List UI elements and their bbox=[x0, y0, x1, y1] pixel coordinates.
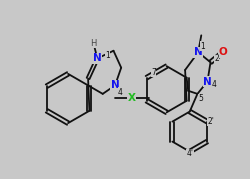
Text: X: X bbox=[128, 93, 136, 103]
Text: 4: 4 bbox=[211, 80, 216, 89]
Text: N: N bbox=[203, 77, 212, 86]
Text: N: N bbox=[111, 80, 120, 90]
Text: N: N bbox=[93, 54, 102, 63]
Text: 5: 5 bbox=[199, 94, 204, 103]
Text: 2': 2' bbox=[208, 117, 215, 126]
Text: H: H bbox=[90, 38, 97, 48]
Text: O: O bbox=[218, 47, 227, 57]
Text: 4': 4' bbox=[186, 149, 193, 158]
Text: 2: 2 bbox=[214, 54, 219, 63]
Text: 7: 7 bbox=[151, 68, 156, 77]
Text: 1: 1 bbox=[200, 42, 205, 51]
Text: N: N bbox=[194, 47, 202, 57]
Text: 4: 4 bbox=[118, 88, 123, 97]
Text: 1: 1 bbox=[105, 51, 110, 60]
